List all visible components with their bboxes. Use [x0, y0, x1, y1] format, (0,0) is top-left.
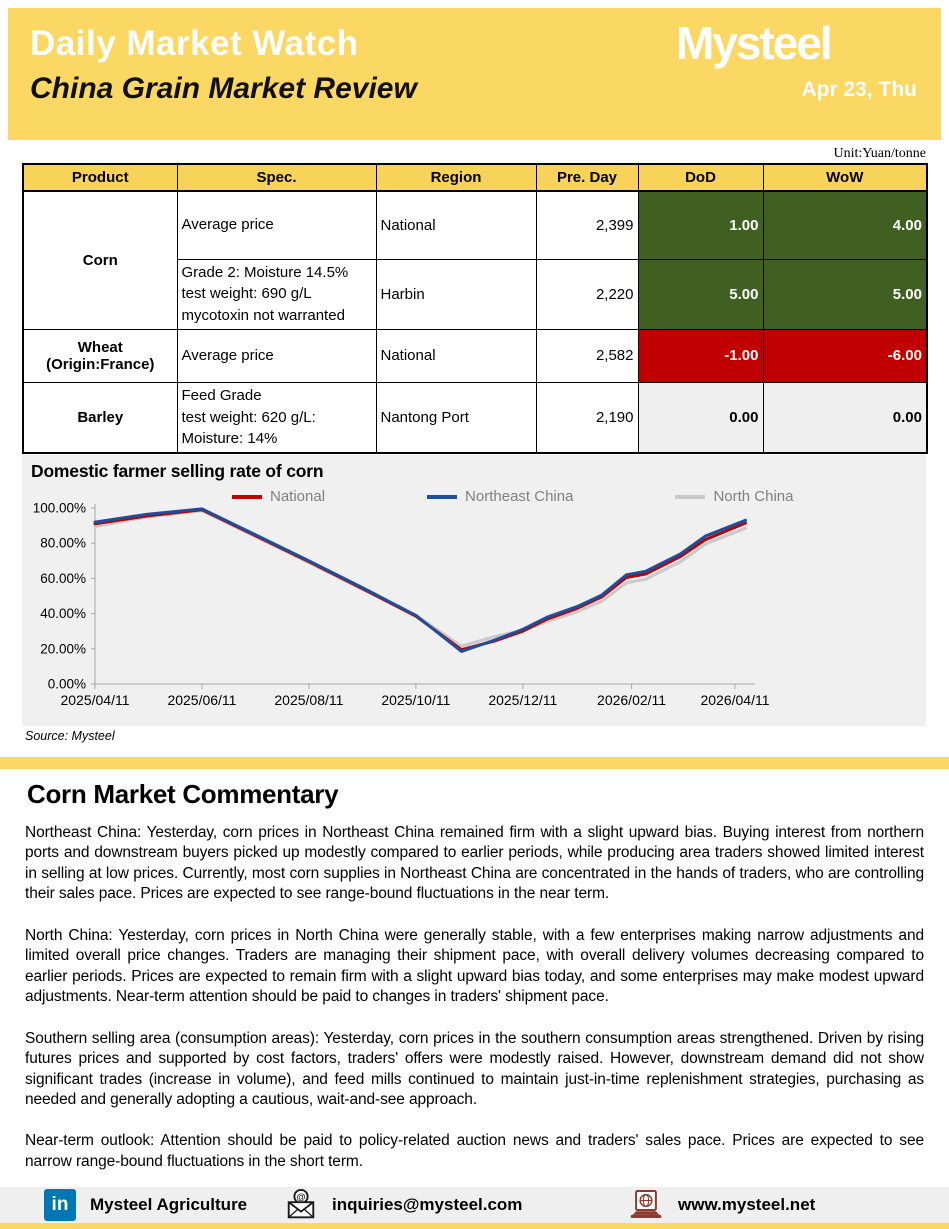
chart-title: Domestic farmer selling rate of corn [31, 461, 324, 481]
commentary-title: Corn Market Commentary [27, 779, 339, 809]
website-label: www.mysteel.net [678, 1195, 816, 1214]
product-cell: Barley [22, 381, 178, 454]
table-row: Barley Feed Grade test weight: 620 g/L: … [22, 381, 928, 454]
spec-cell: Feed Grade test weight: 620 g/L: Moistur… [176, 381, 377, 454]
spec-cell: Average price [176, 328, 377, 383]
legend-label: Northeast China [465, 488, 574, 505]
footer-yellow-strip [0, 1223, 949, 1229]
dod-cell: -1.00 [637, 328, 764, 383]
commentary-paragraph-northeast: Northeast China: Yesterday, corn prices … [25, 824, 924, 903]
commentary-paragraph-outlook: Near-term outlook: Attention should be p… [25, 1132, 924, 1170]
svg-text:40.00%: 40.00% [40, 606, 86, 621]
email-label: inquiries@mysteel.com [332, 1195, 523, 1214]
preday-cell: 2,220 [535, 258, 639, 330]
wow-cell: -6.00 [762, 328, 928, 383]
table-row: Corn Average price National 2,399 1.00 4… [22, 190, 928, 330]
svg-text:100.00%: 100.00% [33, 501, 86, 516]
report-date: Apr 23, Thu [801, 78, 917, 101]
email-link[interactable]: @ inquiries@mysteel.com [284, 1188, 522, 1222]
national-line-swatch [232, 494, 262, 499]
svg-text:@: @ [296, 1192, 305, 1203]
commentary-paragraph-north: North China: Yesterday, corn prices in N… [25, 926, 924, 1006]
website-link[interactable]: www.mysteel.net [628, 1189, 815, 1221]
table-header-row: Product Spec. Region Pre. Day DoD WoW [22, 163, 928, 192]
chart-legend: National Northeast China North China [22, 488, 926, 505]
wow-cell: 5.00 [762, 258, 928, 330]
svg-text:80.00%: 80.00% [40, 536, 86, 551]
email-icon: @ [287, 1188, 315, 1219]
product-cell: Wheat (Origin:France) [22, 328, 178, 383]
col-header-wow: WoW [762, 163, 928, 192]
north-line-swatch [675, 494, 706, 499]
legend-label: North China [713, 488, 794, 505]
spec-cell: Average price [176, 190, 377, 260]
footer-bar: in Mysteel Agriculture @ inquiries@myste… [0, 1187, 949, 1223]
commentary-paragraph-southern: Southern selling area (consumption areas… [25, 1029, 924, 1108]
svg-text:20.00%: 20.00% [40, 641, 86, 656]
mysteel-logo: Mysteel [676, 17, 833, 69]
legend-item-northeast-china: Northeast China [427, 488, 573, 505]
web-icon [630, 1190, 662, 1219]
svg-text:2025/08/11: 2025/08/11 [274, 692, 343, 708]
region-cell: National [375, 328, 537, 383]
dod-cell: 0.00 [637, 381, 764, 454]
header-banner: Daily Market Watch China Grain Market Re… [8, 8, 941, 140]
svg-text:60.00%: 60.00% [40, 571, 86, 586]
svg-text:2025/06/11: 2025/06/11 [167, 692, 236, 708]
dod-cell: 5.00 [637, 258, 764, 330]
svg-text:0.00%: 0.00% [48, 677, 86, 692]
col-header-dod: DoD [637, 163, 764, 192]
northeast-line-swatch [427, 494, 458, 499]
yellow-divider [0, 757, 949, 769]
spec-cell: Grade 2: Moisture 14.5% test weight: 690… [176, 258, 377, 330]
source-note: Source: Mysteel [25, 729, 115, 743]
wow-cell: 4.00 [762, 190, 928, 260]
linkedin-label: Mysteel Agriculture [90, 1195, 248, 1214]
svg-text:2025/12/11: 2025/12/11 [488, 692, 557, 708]
report-title: Daily Market Watch [30, 24, 359, 63]
col-header-preday: Pre. Day [535, 163, 639, 192]
svg-text:2026/04/11: 2026/04/11 [700, 692, 769, 708]
preday-cell: 2,399 [535, 190, 639, 260]
table-row: Grade 2: Moisture 14.5% test weight: 690… [23, 258, 928, 330]
col-header-region: Region [375, 163, 537, 192]
svg-text:2026/02/11: 2026/02/11 [597, 692, 666, 708]
legend-item-north-china: North China [675, 488, 794, 505]
line-chart-plot: 100.00%80.00%60.00%40.00%20.00%0.00%2025… [33, 501, 770, 709]
legend-item-national: National [232, 488, 325, 505]
dod-cell: 1.00 [637, 190, 764, 260]
unit-note: Unit:Yuan/tonne [833, 146, 926, 161]
svg-text:2025/10/11: 2025/10/11 [381, 692, 450, 708]
table-row: Wheat (Origin:France) Average price Nati… [22, 328, 928, 383]
linkedin-link[interactable]: in Mysteel Agriculture [44, 1189, 247, 1221]
product-cell: Corn [22, 190, 178, 330]
region-cell: Harbin [375, 258, 537, 330]
svg-text:2025/04/11: 2025/04/11 [60, 692, 129, 708]
commentary-section: Corn Market Commentary Northeast China: … [25, 779, 924, 1193]
preday-cell: 2,582 [535, 328, 639, 383]
linkedin-icon: in [44, 1189, 76, 1221]
preday-cell: 2,190 [535, 381, 639, 454]
col-header-product: Product [22, 163, 178, 192]
price-table: Product Spec. Region Pre. Day DoD WoW Co… [22, 163, 928, 454]
wow-cell: 0.00 [762, 381, 928, 454]
region-cell: Nantong Port [375, 381, 537, 454]
legend-label: National [270, 488, 326, 505]
col-header-spec: Spec. [176, 163, 377, 192]
region-cell: National [375, 190, 537, 260]
report-subtitle: China Grain Market Review [30, 72, 417, 105]
selling-rate-chart: Domestic farmer selling rate of corn Nat… [22, 455, 926, 726]
